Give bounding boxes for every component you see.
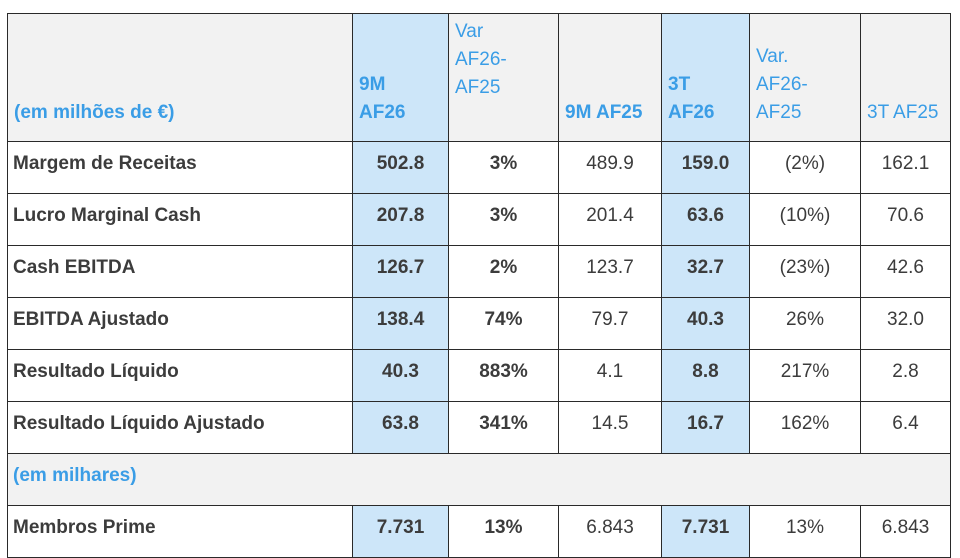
cell-var-9m: 3% [448, 141, 559, 194]
cell-9m-af25: 14.5 [558, 401, 662, 454]
cell-3t-af26: 16.7 [661, 401, 750, 454]
cell-3t-af25: 2.8 [860, 349, 951, 402]
cell-3t-af26: 40.3 [661, 297, 750, 350]
cell-var-3t: 13% [749, 505, 861, 558]
cell-3t-af25: 70.6 [860, 193, 951, 246]
col-9m-af26: 9M AF26 [352, 13, 449, 142]
cell-3t-af25: 162.1 [860, 141, 951, 194]
row-label: Cash EBITDA [7, 245, 353, 298]
cell-9m-af26: 126.7 [352, 245, 449, 298]
cell-9m-af25: 79.7 [558, 297, 662, 350]
cell-3t-af26: 63.6 [661, 193, 750, 246]
cell-3t-af26: 7.731 [661, 505, 750, 558]
row-label: Margem de Receitas [7, 141, 353, 194]
cell-9m-af26: 502.8 [352, 141, 449, 194]
cell-3t-af26: 8.8 [661, 349, 750, 402]
cell-var-9m: 13% [448, 505, 559, 558]
cell-var-9m: 883% [448, 349, 559, 402]
header-row: (em milhões de €) 9M AF26 Var AF26- AF25… [7, 13, 951, 142]
col-var-3t: Var. AF26- AF25 [749, 13, 861, 142]
section-unit-label: (em milhares) [7, 453, 951, 506]
cell-9m-af26: 138.4 [352, 297, 449, 350]
cell-3t-af25: 6.4 [860, 401, 951, 454]
cell-9m-af25: 4.1 [558, 349, 662, 402]
table-row: EBITDA Ajustado 138.4 74% 79.7 40.3 26% … [7, 297, 951, 350]
section-header-row: (em milhares) [7, 453, 951, 506]
cell-3t-af25: 42.6 [860, 245, 951, 298]
table-row: Cash EBITDA 126.7 2% 123.7 32.7 (23%) 42… [7, 245, 951, 298]
row-label: EBITDA Ajustado [7, 297, 353, 350]
cell-9m-af25: 6.843 [558, 505, 662, 558]
cell-9m-af26: 63.8 [352, 401, 449, 454]
table-row: Lucro Marginal Cash 207.8 3% 201.4 63.6 … [7, 193, 951, 246]
cell-9m-af25: 201.4 [558, 193, 662, 246]
col-9m-af25: 9M AF25 [558, 13, 662, 142]
cell-var-3t: (2%) [749, 141, 861, 194]
cell-var-3t: 162% [749, 401, 861, 454]
cell-var-9m: 74% [448, 297, 559, 350]
row-label: Membros Prime [7, 505, 353, 558]
cell-3t-af25: 6.843 [860, 505, 951, 558]
row-label: Resultado Líquido [7, 349, 353, 402]
cell-3t-af26: 32.7 [661, 245, 750, 298]
col-var-9m: Var AF26- AF25 [448, 13, 559, 142]
table-row: Membros Prime 7.731 13% 6.843 7.731 13% … [7, 505, 951, 558]
row-label: Lucro Marginal Cash [7, 193, 353, 246]
cell-9m-af26: 207.8 [352, 193, 449, 246]
cell-var-3t: (10%) [749, 193, 861, 246]
cell-var-9m: 341% [448, 401, 559, 454]
row-label: Resultado Líquido Ajustado [7, 401, 353, 454]
cell-9m-af25: 123.7 [558, 245, 662, 298]
cell-var-3t: 26% [749, 297, 861, 350]
col-3t-af26: 3T AF26 [661, 13, 750, 142]
financial-table: (em milhões de €) 9M AF26 Var AF26- AF25… [7, 13, 951, 558]
cell-var-9m: 3% [448, 193, 559, 246]
table-row: Resultado Líquido Ajustado 63.8 341% 14.… [7, 401, 951, 454]
col-3t-af25: 3T AF25 [860, 13, 951, 142]
cell-3t-af25: 32.0 [860, 297, 951, 350]
cell-9m-af26: 40.3 [352, 349, 449, 402]
cell-var-3t: 217% [749, 349, 861, 402]
cell-3t-af26: 159.0 [661, 141, 750, 194]
table-row: Margem de Receitas 502.8 3% 489.9 159.0 … [7, 141, 951, 194]
cell-var-3t: (23%) [749, 245, 861, 298]
cell-9m-af26: 7.731 [352, 505, 449, 558]
cell-9m-af25: 489.9 [558, 141, 662, 194]
unit-label: (em milhões de €) [7, 13, 353, 142]
cell-var-9m: 2% [448, 245, 559, 298]
table-row: Resultado Líquido 40.3 883% 4.1 8.8 217%… [7, 349, 951, 402]
